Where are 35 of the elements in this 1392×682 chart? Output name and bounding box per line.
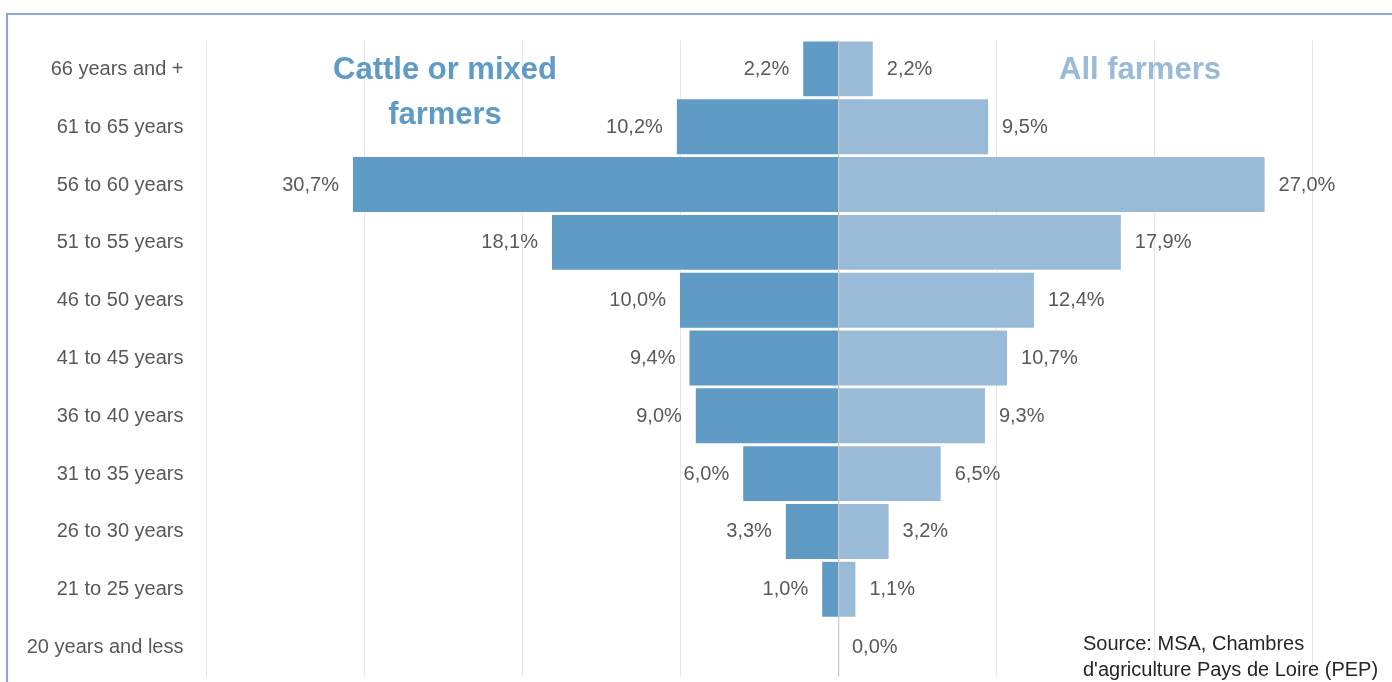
data-label: 9,5% bbox=[1002, 114, 1048, 137]
data-label: 6,5% bbox=[954, 461, 1001, 484]
y-tick-label: 56 to 60 years bbox=[56, 172, 184, 195]
data-label: 9,4% bbox=[629, 346, 676, 368]
data-label: 3,2% bbox=[902, 519, 949, 542]
y-tick-label: 61 to 65 years bbox=[56, 114, 184, 137]
data-label: 2,2% bbox=[886, 56, 933, 79]
annotation: Source: MSA, Chambres d'agriculture Pays de Loire (PEP) bbox=[1083, 631, 1380, 682]
data-label: 17,9% bbox=[1134, 230, 1192, 253]
y-tick-label: 20 years and less bbox=[26, 635, 184, 658]
data-label: 2,2% bbox=[743, 56, 790, 79]
data-label: 30,7% bbox=[282, 172, 340, 195]
y-tick-label: 26 to 30 years bbox=[56, 519, 184, 542]
series-label: Cattle or mixed farmers bbox=[332, 50, 558, 133]
y-tick-label: 21 to 25 years bbox=[56, 577, 184, 600]
text: All farmers bbox=[1058, 50, 1222, 88]
y-tick-label: 66 years and + bbox=[50, 56, 184, 79]
y-tick-label: 41 to 45 years bbox=[56, 346, 184, 368]
data-label: 6,0% bbox=[683, 461, 730, 484]
data-label: 1,1% bbox=[869, 577, 916, 600]
data-label: 0,0% bbox=[852, 635, 898, 658]
data-label: 10,2% bbox=[606, 114, 664, 137]
data-label: 3,3% bbox=[726, 519, 773, 542]
data-label: 10,0% bbox=[609, 288, 667, 311]
y-tick-label: 36 to 40 years bbox=[56, 403, 184, 426]
data-label: 27,0% bbox=[1278, 172, 1336, 195]
data-label: 10,7% bbox=[1021, 346, 1078, 368]
data-label: 1,0% bbox=[762, 577, 809, 600]
data-label: 12,4% bbox=[1047, 288, 1105, 311]
y-tick-label: 46 to 50 years bbox=[56, 288, 184, 311]
y-tick-label: 51 to 55 years bbox=[56, 230, 184, 253]
y-tick-label: 31 to 35 years bbox=[56, 461, 184, 484]
data-label: 18,1% bbox=[481, 230, 539, 253]
data-label: 9,0% bbox=[636, 403, 683, 426]
data-label: 9,3% bbox=[998, 403, 1045, 426]
